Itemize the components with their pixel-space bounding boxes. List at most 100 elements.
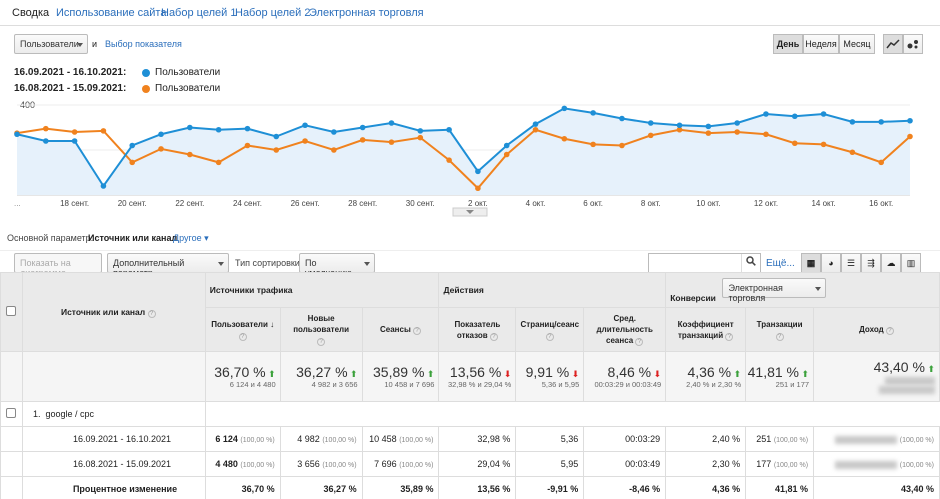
series-line <box>16 127 911 190</box>
week-button[interactable]: Неделя <box>803 34 839 54</box>
tab-goal-set-1[interactable]: Набор целей 1 <box>161 7 237 19</box>
row-dimension-link[interactable]: google / cpc <box>45 409 95 419</box>
total-cell: 9,91 % ⬇ 5,36 и 5,95 <box>515 351 585 402</box>
data-point <box>388 120 395 126</box>
data-point <box>503 142 510 149</box>
col-sessions-label: Сеансы <box>380 325 411 334</box>
change-cell: -9,91 % <box>515 476 585 499</box>
data-point <box>417 128 424 134</box>
arrow-down-icon: ⬇ <box>571 369 580 379</box>
sort-type-select[interactable]: По умолчанию <box>299 253 375 278</box>
tab-summary[interactable]: Сводка <box>12 7 50 19</box>
chevron-down-icon <box>815 286 822 291</box>
data-point <box>791 113 798 120</box>
legend-range-current: 16.09.2021 - 16.10.2021: <box>14 67 127 78</box>
search-icon[interactable] <box>741 254 760 272</box>
data-point <box>475 168 481 175</box>
term-cloud-button[interactable]: ☁ <box>881 253 901 273</box>
cell-new-users-pct: (100,00 %) <box>322 437 357 444</box>
x-tick-label: 26 сент. <box>291 199 320 208</box>
help-icon[interactable]: ? <box>317 338 326 346</box>
tab-goal-set-2[interactable]: Набор целей 2 <box>235 7 311 19</box>
table-view-button[interactable]: ▦ <box>801 253 821 273</box>
x-tick-label: 18 сент. <box>60 199 89 208</box>
col-avg-duration[interactable]: Сред. длительность сеанса ? <box>583 307 667 352</box>
data-point <box>43 138 49 144</box>
period-label: 16.08.2021 - 15.09.2021 <box>21 451 206 477</box>
plot-rows-button[interactable]: Показать на диаграмме <box>14 253 102 278</box>
data-point <box>244 142 251 149</box>
magnifier-glyph <box>746 256 756 266</box>
row-checkbox[interactable] <box>6 408 17 418</box>
data-point <box>849 149 856 156</box>
pie-view-button[interactable]: ◕ <box>821 253 841 273</box>
help-icon[interactable]: ? <box>489 332 498 341</box>
help-icon[interactable]: ? <box>885 327 894 335</box>
col-sessions[interactable]: Сеансы ? <box>361 307 440 352</box>
x-tick-label: 30 сент. <box>406 199 435 208</box>
col-transactions[interactable]: Транзакции? <box>745 307 815 352</box>
month-button[interactable]: Месяц <box>839 34 875 54</box>
motion-chart-button[interactable] <box>903 34 923 54</box>
data-point <box>532 121 539 127</box>
total-value: 4,36 % <box>687 364 732 380</box>
tab-site-usage[interactable]: Использование сайта <box>56 7 167 19</box>
data-point <box>417 134 424 141</box>
total-sub: 32,98 % и 29,04 % <box>447 380 512 389</box>
cell-bounce: 29,04 % <box>438 451 517 477</box>
cell-transactions-value: 251 <box>756 434 772 444</box>
cell-new-users-value: 3 656 <box>297 459 320 469</box>
metric-select[interactable]: Пользователи <box>14 34 88 54</box>
day-button[interactable]: День <box>773 34 803 54</box>
data-point <box>820 141 827 148</box>
help-icon[interactable]: ? <box>635 338 644 346</box>
line-chart-button[interactable] <box>883 34 903 54</box>
help-icon[interactable]: ? <box>238 332 247 341</box>
help-icon[interactable]: ? <box>725 332 734 341</box>
help-icon[interactable]: ? <box>545 332 554 341</box>
primary-dimension-active[interactable]: Источник или канал <box>88 233 178 243</box>
data-point <box>820 111 827 117</box>
col-new-users[interactable]: Новые пользователи? <box>279 307 363 352</box>
totals-checkbox-cell <box>0 351 23 402</box>
legend-metric-previous: Пользователи <box>155 83 221 94</box>
conversion-type-select[interactable]: Электронная торговля <box>722 277 827 303</box>
cell-users-value: 6 124 <box>215 434 238 444</box>
col-revenue[interactable]: Доход ? <box>813 307 940 352</box>
col-bounce-rate[interactable]: Показатель отказов ? <box>438 307 517 352</box>
help-icon[interactable]: ? <box>775 332 784 341</box>
period-spacer <box>0 451 23 477</box>
col-users[interactable]: Пользователи ↓? <box>204 307 281 352</box>
col-conversion-rate[interactable]: Коэффициент транзакций ? <box>665 307 747 352</box>
data-point <box>878 119 884 125</box>
col-pages-per-session[interactable]: Страниц/сеанс? <box>515 307 585 352</box>
cell-new-users-value: 4 982 <box>297 434 320 444</box>
change-label: Процентное изменение <box>21 476 206 499</box>
cell-sessions-pct: (100,00 %) <box>399 437 434 444</box>
col-conversion-rate-label: Коэффициент транзакций <box>677 319 734 340</box>
help-icon[interactable]: ? <box>147 309 156 318</box>
cell-users-value: 4 480 <box>215 459 238 469</box>
change-spacer <box>0 476 23 499</box>
cell-users: 6 124 (100,00 %) <box>204 426 281 452</box>
col-new-users-label: Новые пользователи <box>293 314 350 334</box>
secondary-dimension-select[interactable]: Дополнительный параметр <box>107 253 229 278</box>
pivot-view-button[interactable]: ▥ <box>901 253 921 273</box>
tab-ecommerce[interactable]: Электронная торговля <box>309 7 424 19</box>
advanced-filter-link[interactable]: Ещё... <box>766 258 795 269</box>
help-icon[interactable]: ? <box>413 327 422 335</box>
select-all-checkbox[interactable] <box>6 306 17 316</box>
data-point <box>676 122 683 129</box>
select-metric-link[interactable]: Выбор показателя <box>105 39 182 49</box>
series-line <box>16 107 911 188</box>
total-sub: 4 982 и 3 656 <box>311 380 358 389</box>
dimension-header[interactable]: Источник или канал ? <box>21 272 206 352</box>
performance-view-button[interactable]: ☰ <box>841 253 861 273</box>
comparison-view-button[interactable]: ⇶ <box>861 253 881 273</box>
cell-sessions-value: 10 458 <box>369 434 397 444</box>
total-cell: 41,81 % ⬆ 251 и 177 <box>745 351 815 402</box>
cell-sessions-pct: (100,00 %) <box>399 462 434 469</box>
legend-row-current: 16.09.2021 - 16.10.2021: Пользователи <box>14 67 220 78</box>
other-dimension-link[interactable]: Другое ▾ <box>173 233 209 244</box>
data-point <box>849 119 856 125</box>
